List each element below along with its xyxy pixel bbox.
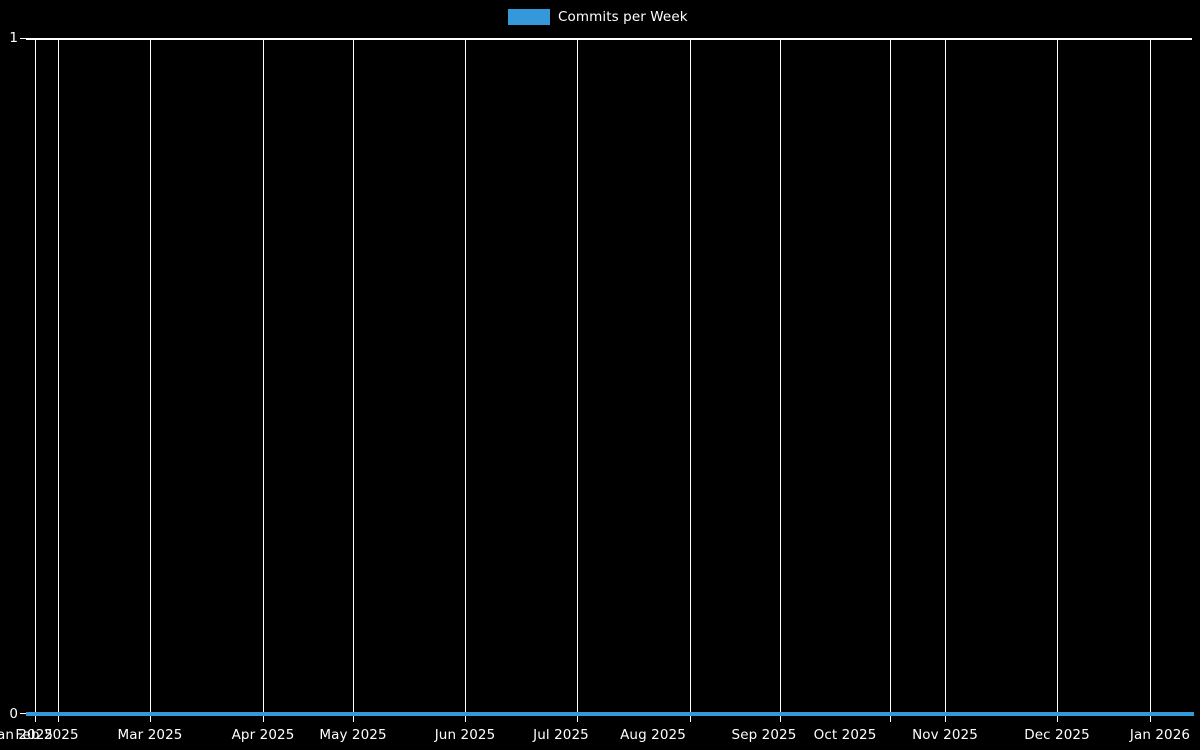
x-axis-tick-label: May 2025 [319,727,387,743]
gridline-vertical [1057,38,1059,722]
x-axis-tick-label: Jan 2026 [1129,727,1191,743]
x-axis-tick-label: Sep 2025 [731,727,797,743]
y-axis-tick-dash-min [20,713,26,715]
y-axis-tick-min: 0 [9,706,18,722]
x-axis-tick-label: Jan 2025 [0,727,54,743]
x-axis-tick-label: Jun 2025 [434,727,496,743]
gridline-vertical [577,38,579,722]
gridline-vertical [150,38,152,722]
gridline-vertical [353,38,355,722]
x-axis-tick-label: Jul 2025 [533,727,589,743]
legend-swatch-commits-icon [508,9,550,25]
x-axis-tick-label: Nov 2025 [912,727,978,743]
gridline-vertical [263,38,265,722]
x-axis-tick-label: Feb 2025 [15,727,79,743]
x-axis-tick-label: Apr 2025 [231,727,295,743]
y-axis-tick-max: 1 [9,30,18,46]
x-axis-tick-label: Mar 2025 [117,727,183,743]
gridline-vertical [780,38,782,722]
x-axis-tick-label: Oct 2025 [813,727,877,743]
gridline-vertical [690,38,692,722]
gridline-vertical [465,38,467,722]
gridline-vertical [1150,38,1152,722]
series-line-commits-per-week [26,712,1194,716]
gridline-vertical [890,38,892,722]
plot-area [26,38,1192,722]
axis-top-line [26,38,1192,40]
chart-legend: Commits per Week [508,7,688,27]
gridline-vertical [35,38,37,722]
legend-label-commits: Commits per Week [558,9,688,25]
x-axis-tick-label: Dec 2025 [1024,727,1090,743]
gridline-vertical [58,38,60,722]
gridline-vertical [945,38,947,722]
y-axis-tick-dash-max [20,38,26,40]
x-axis-tick-label: Aug 2025 [620,727,686,743]
